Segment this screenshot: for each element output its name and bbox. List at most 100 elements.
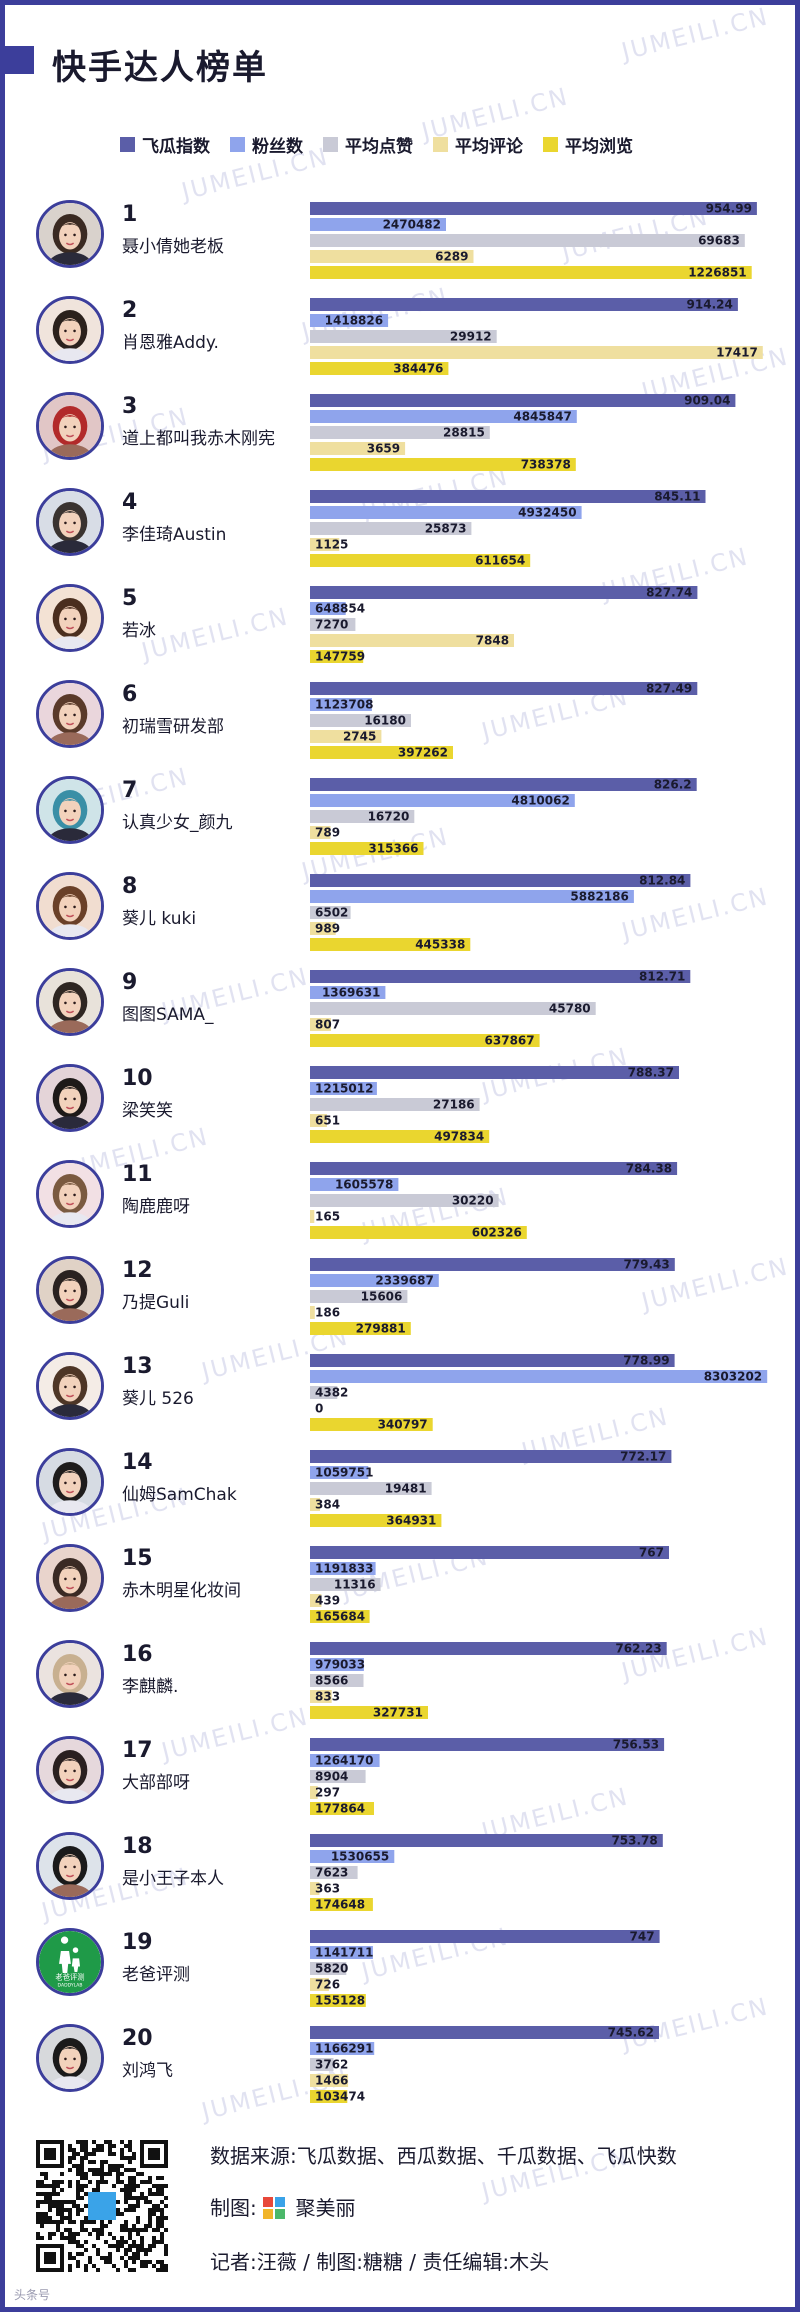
- avatar: [36, 1160, 104, 1228]
- bar-value-label: 384: [315, 1498, 340, 1512]
- bar-feigua-index: [310, 1546, 669, 1559]
- ranking-row: 7 认真少女_颜九 826.2 4810062 16720 789 315366: [0, 772, 800, 868]
- bar-value-label: 340797: [378, 1418, 428, 1432]
- bar-avg-likes: [310, 2058, 334, 2071]
- bar-value-label: 19481: [385, 1482, 427, 1496]
- ranking-row: 18 是小王子本人 753.78 1530655 7623 363 174648: [0, 1828, 800, 1924]
- bar-avg-views: [310, 1322, 411, 1335]
- rank-number: 19: [122, 1930, 153, 1955]
- legend-item: 粉丝数: [230, 132, 303, 157]
- bar-value-label: 914.24: [687, 298, 733, 312]
- bar-avg-views: [310, 1898, 373, 1911]
- avatar: 老爸评测 DADDYLAB: [36, 1928, 104, 1996]
- avatar: [36, 1352, 104, 1420]
- bar-value-label: 7623: [315, 1866, 348, 1880]
- bar-value-label: 147759: [315, 650, 365, 664]
- bar-feigua-index: [310, 970, 691, 983]
- bar-avg-comments: [310, 1786, 318, 1799]
- legend-swatch: [323, 137, 338, 152]
- bar-value-label: 16180: [364, 714, 406, 728]
- bar-fans: [310, 218, 446, 231]
- bar-avg-views: [310, 938, 471, 951]
- bar-value-label: 27186: [433, 1098, 475, 1112]
- legend-label: 飞瓜指数: [142, 137, 210, 157]
- legend-swatch: [543, 137, 558, 152]
- bar-value-label: 1215012: [315, 1082, 373, 1096]
- bar-fans: [310, 1370, 768, 1383]
- bar-fans: [310, 410, 577, 423]
- creator-name: 李佳琦Austin: [122, 525, 227, 545]
- bar-value-label: 327731: [373, 1706, 423, 1720]
- bar-value-label: 756.53: [613, 1738, 659, 1752]
- bar-avg-likes: [310, 1194, 499, 1207]
- title-accent-bar: [0, 46, 34, 74]
- ranking-row: 9 图图SAMA_ 812.71 1369631 45780 807 637867: [0, 964, 800, 1060]
- chart-legend: 飞瓜指数 粉丝数 平均点赞 平均评论 平均浏览: [120, 132, 633, 157]
- bar-avg-views: [310, 650, 364, 663]
- creator-name: 初瑞雪研发部: [122, 717, 224, 737]
- ranking-row: 2 肖恩雅Addy. 914.24 1418826 29912 17417 384476: [0, 292, 800, 388]
- avatar: [36, 872, 104, 940]
- ranking-row: 8 葵儿 kuki 812.84 5882186 6502 989 445338: [0, 868, 800, 964]
- bar-avg-comments: [310, 1690, 332, 1703]
- bar-value-label: 1530655: [331, 1850, 389, 1864]
- bar-fans: [310, 1082, 377, 1095]
- avatar: [36, 776, 104, 844]
- row-bar-group: 909.04 4845847 28815 3659 738378: [310, 394, 736, 472]
- creator-name: 李麒麟.: [122, 1677, 179, 1697]
- bar-value-label: 397262: [398, 746, 448, 760]
- creator-name: 若冰: [122, 621, 156, 641]
- rank-number: 14: [122, 1450, 153, 1475]
- bar-value-label: 8904: [315, 1770, 348, 1784]
- bar-fans: [310, 1754, 380, 1767]
- avatar: [36, 1448, 104, 1516]
- ranking-row: 老爸评测 DADDYLAB 19 老爸评测 747 1141711 5820 726 15512…: [0, 1924, 800, 2020]
- ranking-row: 6 初瑞雪研发部 827.49 1123708 16180 2745 397262: [0, 676, 800, 772]
- bar-avg-views: [310, 1706, 428, 1719]
- bar-value-label: 1123708: [315, 698, 373, 712]
- creator-name: 仙姆SamChak: [122, 1485, 237, 1505]
- row-bar-group: 747 1141711 5820 726 155128: [310, 1930, 660, 2008]
- bar-value-label: 45780: [549, 1002, 591, 1016]
- avatar: [36, 1544, 104, 1612]
- bar-value-label: 738378: [521, 458, 571, 472]
- bar-avg-comments: [310, 1114, 327, 1127]
- bar-value-label: 363: [315, 1882, 340, 1896]
- bar-value-label: 1605578: [335, 1178, 393, 1192]
- bar-value-label: 8566: [315, 1674, 348, 1688]
- row-bar-group: 827.49 1123708 16180 2745 397262: [310, 682, 698, 760]
- creator-name: 聂小倩她老板: [122, 237, 224, 257]
- legend-label: 平均浏览: [565, 137, 633, 157]
- bar-fans: [310, 1850, 395, 1863]
- bar-value-label: 28815: [443, 426, 485, 440]
- creator-name: 大部部呀: [122, 1773, 190, 1793]
- bar-value-label: 637867: [485, 1034, 535, 1048]
- bar-avg-views: [310, 746, 453, 759]
- rank-number: 4: [122, 490, 138, 515]
- row-bar-group: 788.37 1215012 27186 651 497834: [310, 1066, 679, 1144]
- bar-value-label: 772.17: [620, 1450, 666, 1464]
- bar-avg-views: [310, 1610, 370, 1623]
- bar-avg-comments: [310, 1306, 315, 1319]
- bar-feigua-index: [310, 1162, 678, 1175]
- ranking-row: 3 道上都叫我赤木刚宪 909.04 4845847 28815 3659 738378: [0, 388, 800, 484]
- legend-swatch: [120, 137, 135, 152]
- creator-name: 葵儿 526: [122, 1389, 194, 1409]
- bar-feigua-index: [310, 1066, 679, 1079]
- legend-item: 平均评论: [433, 132, 523, 157]
- bar-value-label: 648854: [315, 602, 365, 616]
- bar-value-label: 1191833: [315, 1562, 373, 1576]
- bar-avg-views: [310, 1130, 490, 1143]
- bar-value-label: 384476: [393, 362, 443, 376]
- bar-fans: [310, 1562, 376, 1575]
- bar-value-label: 909.04: [684, 394, 730, 408]
- avatar: [36, 1736, 104, 1804]
- ranking-row: 17 大部部呀 756.53 1264170 8904 297 177864: [0, 1732, 800, 1828]
- chart-credit: 制图: 聚美丽: [210, 2192, 355, 2221]
- avatar: [36, 1064, 104, 1132]
- legend-item: 飞瓜指数: [120, 132, 210, 157]
- bar-value-label: 1226851: [688, 266, 746, 280]
- bar-value-label: 788.37: [628, 1066, 674, 1080]
- bar-feigua-index: [310, 1642, 667, 1655]
